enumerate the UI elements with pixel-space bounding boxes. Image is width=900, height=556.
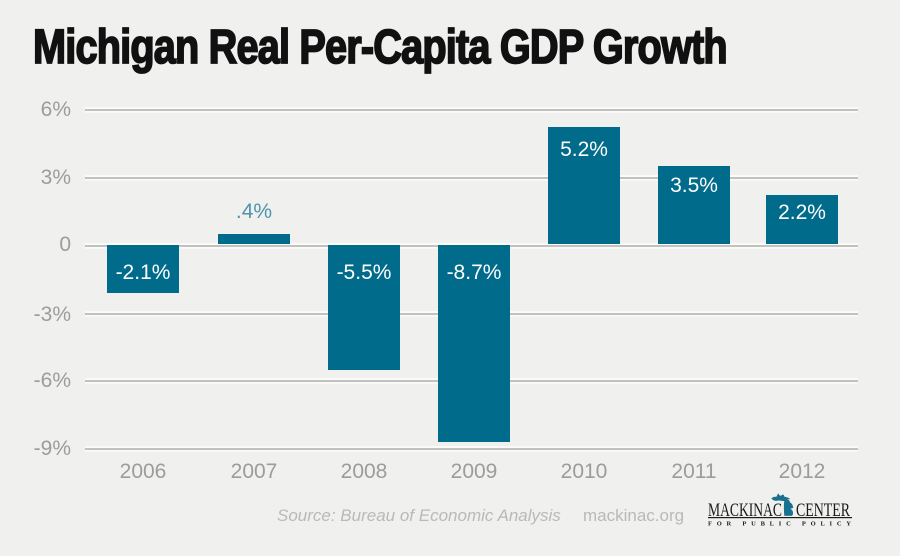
svg-text:FOR PUBLIC POLICY: FOR PUBLIC POLICY [708, 521, 851, 528]
svg-text:MACKINAC: MACKINAC [708, 500, 782, 521]
svg-text:CENTER: CENTER [796, 500, 850, 521]
